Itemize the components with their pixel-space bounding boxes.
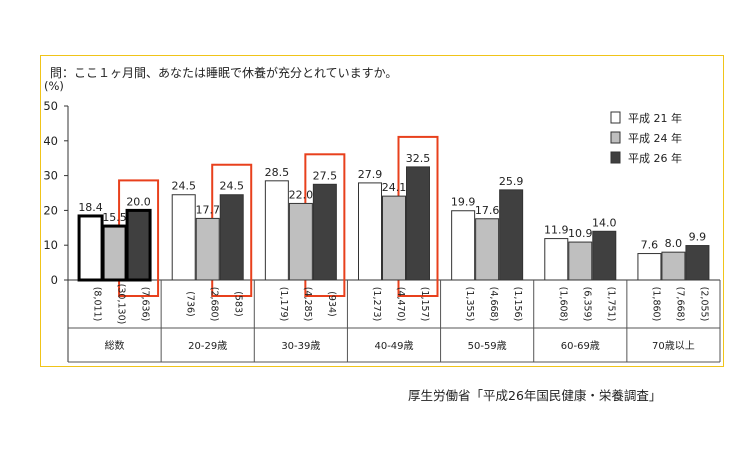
bar-3-5	[499, 189, 524, 281]
y-tick-label: 30	[43, 169, 58, 183]
data-label: 14.0	[592, 216, 617, 229]
data-label: 15.5	[102, 211, 127, 224]
sample-size-label: (2,055)	[698, 287, 709, 322]
bar-1-7	[637, 253, 662, 281]
bar-3-4	[406, 166, 430, 281]
bar-1-1	[77, 214, 104, 282]
bar-2-6	[568, 241, 593, 281]
legend-swatch	[610, 131, 621, 144]
legend-label: 平成 21 年	[628, 111, 682, 125]
category-label: 30-39歳	[281, 340, 320, 352]
sample-size-label: (1,608)	[557, 287, 568, 322]
bar-1-3	[264, 180, 289, 281]
chart-legend: 平成 21 年平成 24 年平成 26 年	[610, 111, 682, 165]
data-label: 20.0	[126, 195, 151, 208]
data-label: 17.6	[475, 204, 500, 217]
category-label: 20-29歳	[188, 340, 227, 352]
data-label: 25.9	[499, 175, 524, 188]
category-label: 40-49歳	[374, 340, 413, 352]
data-labels: 18.415.5 20.0 24.5 17.7 24.5 28.5 22.0 27.5 27.9…	[78, 152, 706, 252]
sample-size-label: (1,751)	[605, 287, 616, 322]
bar-2-4	[382, 195, 406, 281]
y-tick-label: 40	[43, 134, 58, 148]
sample-size-table: (8,011) (30,130) (7,636) 総数 (736) (2,680) (583…	[92, 284, 710, 352]
chart-frame	[40, 55, 724, 367]
chart-axes: 0 10 20 30 40 50 (%)	[43, 79, 721, 363]
legend-swatch	[610, 151, 621, 164]
legend-swatch	[610, 111, 621, 124]
sample-size-label: (30,130)	[116, 284, 127, 325]
data-label: 8.0	[665, 237, 683, 250]
bar-3-6	[592, 230, 617, 281]
data-label: 7.6	[641, 239, 659, 252]
y-tick-label: 0	[51, 273, 58, 287]
sample-size-label: (1,179)	[278, 287, 289, 322]
bar-2-5	[475, 218, 500, 281]
data-label: 24.1	[382, 181, 407, 194]
data-label: 19.9	[451, 196, 476, 209]
sample-size-label: (6,359)	[581, 287, 592, 322]
data-label: 27.9	[358, 168, 383, 181]
y-axis-unit: (%)	[44, 79, 64, 93]
data-label: 32.5	[406, 152, 431, 165]
category-label: 50-59歳	[468, 340, 507, 352]
sample-size-label: (4,285)	[302, 287, 313, 322]
bar-3-3	[312, 183, 337, 281]
survey-question: 問：ここ１ヶ月間、あなたは睡眠で休養が充分とれていますか。	[50, 66, 398, 80]
category-label: 70歳以上	[652, 340, 695, 352]
legend-label: 平成 26 年	[628, 151, 682, 165]
sample-size-label: (7,668)	[674, 287, 685, 322]
bar-2-2	[195, 217, 220, 281]
sample-size-label: (1,157)	[419, 287, 430, 322]
y-tick-label: 20	[43, 203, 58, 217]
y-tick-label: 50	[43, 99, 58, 113]
data-label: 17.7	[195, 203, 220, 216]
data-label: 18.4	[78, 201, 103, 214]
source-note: 厚生労働省「平成26年国民健康・栄養調査」	[408, 388, 662, 403]
data-label: 28.5	[265, 166, 290, 179]
data-label: 24.5	[219, 180, 244, 193]
sample-size-label: (4,668)	[488, 287, 499, 322]
sample-size-label: (1,156)	[512, 287, 523, 322]
bar-1-6	[544, 238, 569, 281]
legend-label: 平成 24 年	[628, 131, 682, 145]
bar-3-2	[219, 194, 244, 281]
sample-size-label: (1,273)	[371, 287, 382, 322]
data-label: 22.0	[289, 188, 314, 201]
y-tick-label: 10	[43, 238, 58, 252]
sample-size-label: (4,470)	[395, 287, 406, 322]
bar-3-7	[685, 245, 710, 281]
bar-1-4	[358, 182, 382, 281]
sample-size-label: (736)	[185, 291, 196, 317]
bar-2-3	[288, 202, 313, 281]
data-label: 24.5	[171, 180, 196, 193]
bar-series	[77, 166, 710, 282]
data-label: 9.9	[689, 231, 707, 244]
sample-size-label: (1,355)	[464, 287, 475, 322]
data-label: 11.9	[544, 224, 569, 237]
sample-size-label: (7,636)	[140, 287, 151, 322]
bar-2-1	[101, 224, 128, 282]
sample-size-label: (2,680)	[209, 287, 220, 322]
bar-1-5	[451, 210, 476, 281]
category-label: 60-69歳	[561, 340, 600, 352]
sample-size-label: (1,860)	[650, 287, 661, 322]
category-label: 総数	[105, 339, 125, 352]
bar-1-2	[171, 194, 196, 281]
data-label: 10.9	[568, 227, 593, 240]
data-label: 27.5	[313, 169, 338, 182]
sample-size-label: (583)	[233, 291, 244, 317]
bar-3-1	[125, 208, 152, 282]
bar-2-7	[661, 251, 686, 281]
sample-size-label: (934)	[326, 291, 337, 317]
sample-size-label: (8,011)	[92, 287, 103, 322]
